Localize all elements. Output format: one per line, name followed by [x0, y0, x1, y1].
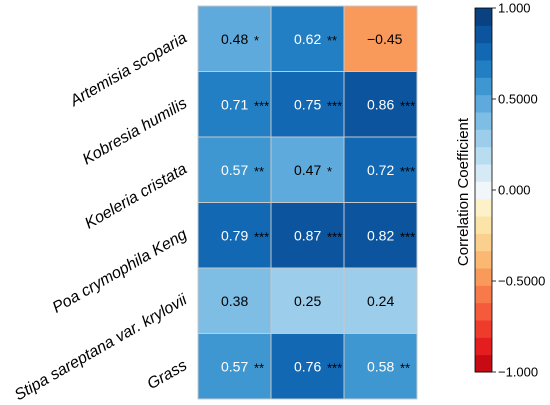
row-label: Kobresia humilis [80, 95, 190, 168]
colorbar-swatch [475, 198, 492, 217]
colorbar-swatch [475, 94, 492, 113]
significance-stars: *** [327, 98, 342, 113]
significance-stars: *** [400, 98, 415, 113]
colorbar-swatch [475, 42, 492, 61]
row-label: Grass [145, 357, 190, 393]
colorbar-swatch [475, 216, 492, 234]
cell-value-label: 0.62 [294, 31, 321, 47]
colorbar-swatch [475, 60, 492, 78]
colorbar-tick-label: 0.000 [498, 183, 531, 198]
significance-stars: * [327, 164, 332, 179]
cell-value-label: 0.86 [367, 96, 394, 112]
cell-value-label: −0.45 [367, 31, 403, 47]
cell-value-label: 0.48 [221, 31, 248, 47]
colorbar-swatch [475, 302, 492, 321]
colorbar-tick-label: 1.000 [498, 1, 531, 16]
significance-stars: *** [254, 98, 269, 113]
colorbar-swatch [475, 77, 492, 96]
cell-value-label: 0.76 [294, 358, 321, 374]
significance-stars: *** [400, 164, 415, 179]
heatmap-cell [270, 5, 345, 72]
colorbar-swatch [475, 112, 492, 130]
row-label: Artemisia scoparia [67, 29, 190, 110]
row-label: Stipa sareptana var. krylovii [12, 291, 191, 404]
significance-stars: ** [327, 33, 337, 48]
heatmap-cell [343, 202, 418, 269]
colorbar-swatch [475, 146, 492, 165]
cell-value-label: 0.47 [294, 162, 321, 178]
heatmap-cell [270, 333, 345, 400]
heatmap-cell [343, 71, 418, 138]
colorbar-swatch [475, 268, 492, 286]
cell-value-label: 0.82 [367, 227, 394, 243]
significance-stars: *** [327, 229, 342, 244]
heatmap-cell [343, 333, 418, 400]
cell-value-label: 0.87 [294, 227, 321, 243]
significance-stars: ** [254, 360, 264, 375]
significance-stars: *** [254, 229, 269, 244]
cell-value-label: 0.25 [294, 293, 321, 309]
colorbar-swatch [475, 129, 492, 148]
cell-value-label: 0.24 [367, 293, 394, 309]
significance-stars: *** [327, 360, 342, 375]
significance-stars: ** [254, 164, 264, 179]
cell-value-label: 0.38 [221, 293, 248, 309]
colorbar-swatch [475, 354, 492, 373]
colorbar-swatch [475, 250, 492, 269]
colorbar-tick-label: −1.000 [498, 365, 538, 380]
heatmap-cells: 0.48 * 0.62 ** −0.450.71 *** 0.75 *** 0.86 ***0.5… [197, 5, 418, 400]
colorbar [474, 7, 493, 373]
colorbar-swatch [475, 233, 492, 252]
cell-value-label: 0.79 [221, 227, 248, 243]
cell-value-label: 0.75 [294, 96, 321, 112]
significance-stars: ** [400, 360, 410, 375]
cell-value-label: 0.58 [367, 358, 394, 374]
cell-value-label: 0.57 [221, 358, 248, 374]
cell-value-label: 0.72 [367, 162, 394, 178]
significance-stars: * [254, 33, 259, 48]
heatmap-cell [343, 267, 418, 334]
heatmap-cell [343, 5, 418, 72]
colorbar-swatch [475, 164, 492, 182]
heatmap-cell [270, 267, 345, 334]
heatmap-cell [197, 5, 272, 72]
colorbar-swatch [475, 285, 492, 304]
heatmap-cell [197, 71, 272, 138]
cell-value-label: 0.71 [221, 96, 248, 112]
significance-stars: *** [400, 229, 415, 244]
colorbar-swatch [475, 25, 492, 44]
cell-value-label: 0.57 [221, 162, 248, 178]
heatmap-cell [270, 136, 345, 203]
colorbar-tick-label: −0.5000 [498, 274, 545, 289]
colorbar-tick-label: 0.5000 [498, 92, 538, 107]
heatmap-cell [197, 333, 272, 400]
heatmap-cell [197, 202, 272, 269]
colorbar-swatch [475, 320, 492, 338]
colorbar-ticks: 1.000 0.5000 0.000 −0.5000 −1.000 [492, 1, 545, 380]
row-label: Koeleria cristata [82, 160, 190, 232]
colorbar-swatch [475, 8, 492, 26]
colorbar-title: Correlation Coefficient [455, 117, 472, 266]
colorbar-swatch [475, 337, 492, 356]
colorbar-swatch [475, 181, 492, 200]
